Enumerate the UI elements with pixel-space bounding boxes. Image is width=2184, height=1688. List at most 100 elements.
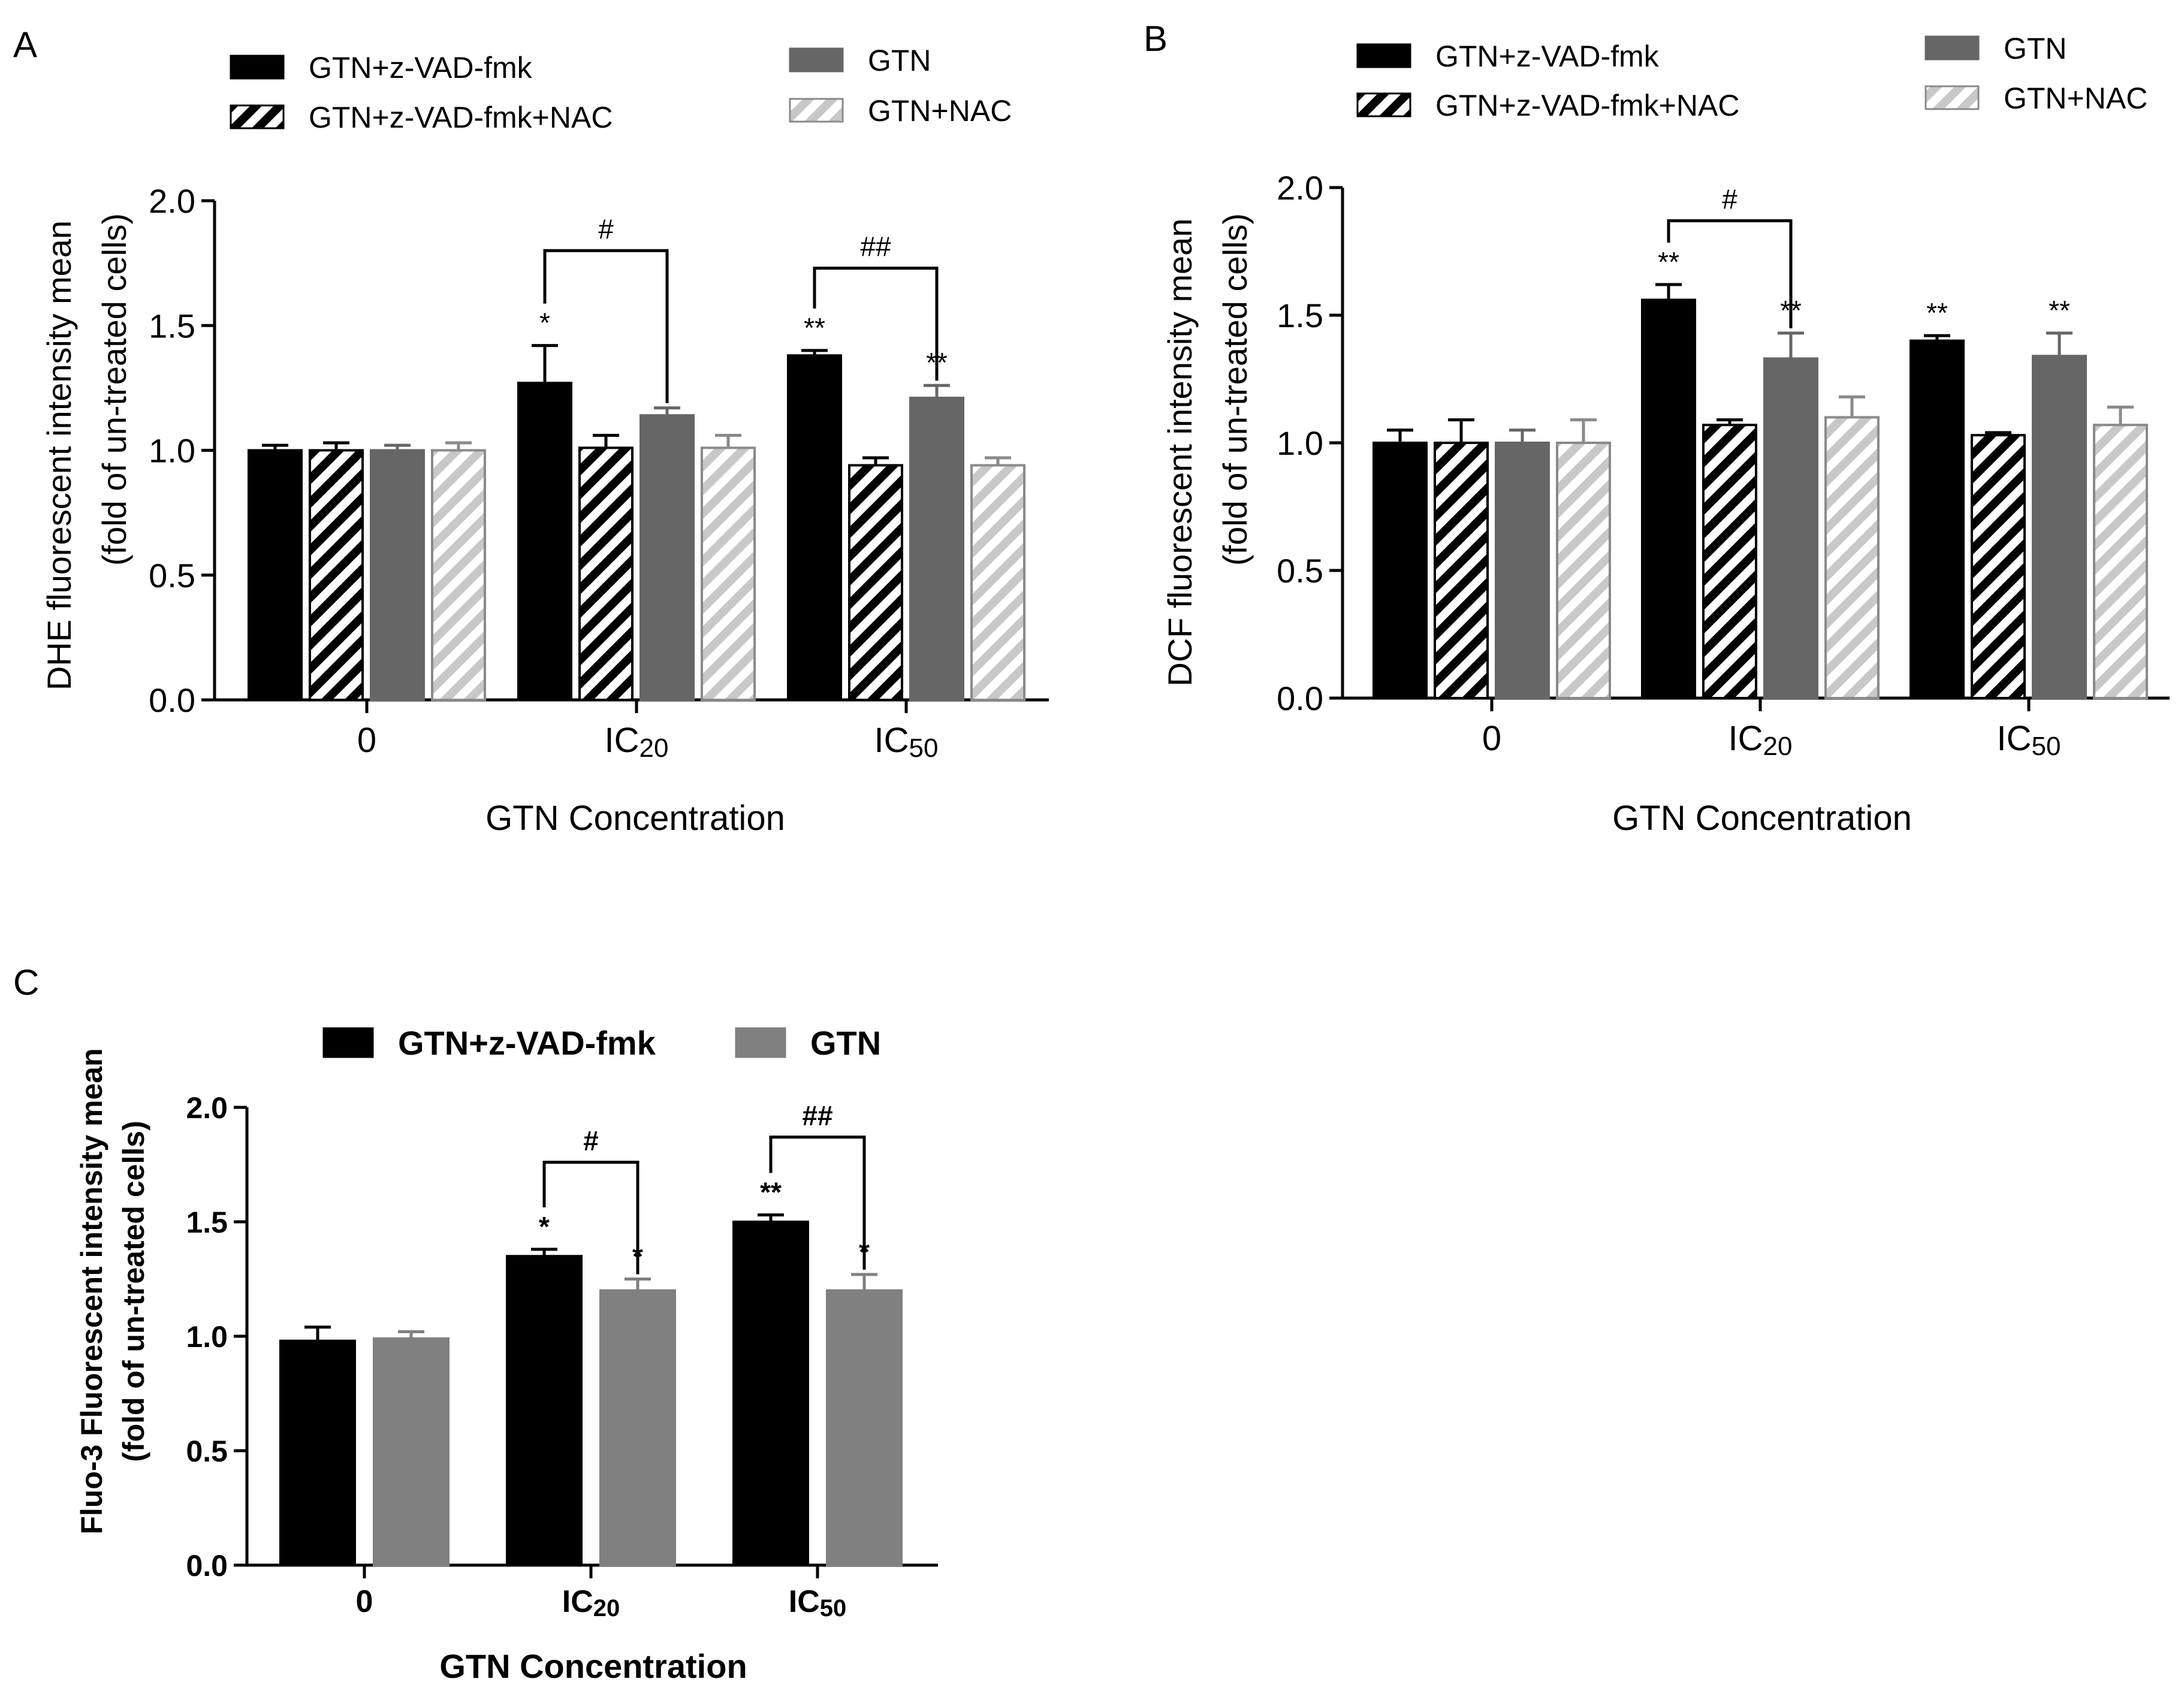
bar (732, 1221, 809, 1566)
legend-label: GTN+z-VAD-fmk+NAC (309, 101, 613, 134)
x-tick-label: 0 (356, 1584, 373, 1619)
bar (701, 446, 756, 702)
bar (248, 449, 303, 701)
bar (373, 1337, 450, 1567)
y-axis-subtitle-a: (fold of un-treated cells) (95, 213, 133, 566)
y-axis-subtitle-c: (fold of un-treated cells) (117, 1121, 150, 1461)
y-tick-label: 2.0 (1277, 169, 1323, 207)
x-axis-title-b: GTN Concentration (1612, 799, 1912, 838)
legend-label: GTN (868, 44, 931, 77)
significance-marker: ** (760, 1177, 782, 1208)
legend-label: GTN+NAC (868, 94, 1012, 128)
panel-c: C GTN+z-VAD-fmk GTN Fluo-3 Fluorescent in… (13, 962, 938, 1685)
legend-label: GTN+z-VAD-fmk (398, 1024, 656, 1062)
x-tick-label: IC20 (605, 721, 669, 763)
legend-label: GTN+z-VAD-fmk (309, 51, 533, 84)
bar (431, 449, 486, 701)
bar (1702, 424, 1757, 699)
bar (1556, 442, 1611, 699)
y-tick-label: 1.5 (186, 1206, 228, 1239)
legend-swatch (735, 1027, 786, 1058)
bar (848, 464, 903, 701)
legend-b: GTN+z-VAD-fmk GTN+z-VAD-fmk+NAC GTN GTN+NAC (1356, 32, 2147, 122)
legend-swatch (1356, 43, 1411, 68)
significance-marker: * (539, 1211, 550, 1242)
comparison-bracket (769, 1136, 866, 1270)
y-axis-title-c: Fluo-3 Fluorescent intensity mean (75, 1048, 108, 1534)
y-axis-title-b: DCF fluorescent intensity mean (1161, 218, 1199, 686)
significance-marker: ** (2049, 295, 2070, 326)
bar (370, 449, 425, 701)
legend-swatch (1356, 92, 1411, 117)
y-tick-label: 1.5 (1277, 297, 1323, 334)
legend-a: GTN+z-VAD-fmk GTN+z-VAD-fmk+NAC GTN GTN+NAC (230, 44, 1012, 134)
significance-marker: ** (1658, 246, 1679, 277)
y-tick-label: 0.5 (1277, 552, 1323, 590)
bar (1910, 339, 1965, 699)
panel-label-a: A (13, 25, 37, 65)
comparison-bracket (813, 266, 939, 381)
bar (909, 397, 964, 701)
bar (517, 382, 572, 701)
y-tick-label: 1.0 (186, 1320, 228, 1354)
y-axis-title-a: DHE fluorescent intensity mean (40, 221, 78, 690)
y-tick-label: 0.5 (186, 1435, 228, 1468)
legend-swatch (322, 1027, 374, 1058)
comparison-bracket (1667, 219, 1793, 328)
comparison-marker: # (1722, 183, 1737, 215)
bar (1495, 442, 1550, 699)
comparison-marker: # (583, 1125, 599, 1156)
y-tick-label: 2.0 (149, 182, 195, 220)
comparison-bracket (543, 249, 669, 403)
legend-label: GTN+NAC (2004, 81, 2147, 115)
panel-a: A GTN+z-VAD-fmk GTN+z-VAD-fmk+NAC GTN GTN+N… (13, 25, 1049, 838)
bar (970, 464, 1025, 701)
bar (1434, 442, 1489, 699)
legend-swatch (230, 104, 285, 129)
bar (787, 354, 842, 701)
x-tick-label: 0 (1482, 719, 1501, 758)
bar (2093, 424, 2148, 699)
x-axis-title-a: GTN Concentration (485, 799, 785, 838)
bar (639, 414, 695, 701)
plot-b: 0.00.51.01.52.00 IC20 IC50**** ** **# (1277, 169, 2170, 761)
x-tick-label: IC50 (789, 1584, 847, 1621)
comparison-marker: ## (860, 231, 891, 262)
legend-label: GTN (810, 1024, 881, 1062)
bar (578, 446, 634, 702)
legend-swatch (789, 98, 844, 123)
legend-swatch (789, 47, 844, 73)
y-axis-subtitle-b: (fold of un-treated cells) (1216, 213, 1254, 566)
x-axis-title-c: GTN Concentration (439, 1647, 747, 1685)
legend-label: GTN (2004, 32, 2067, 65)
significance-marker: ** (1926, 297, 1948, 328)
x-tick-label: 0 (357, 721, 376, 760)
y-tick-label: 1.0 (1277, 424, 1323, 462)
panel-label-c: C (13, 962, 39, 1002)
y-tick-label: 0.0 (149, 681, 195, 719)
panel-label-b: B (1144, 19, 1168, 59)
x-tick-label: IC20 (562, 1584, 620, 1621)
x-tick-label: IC50 (1997, 719, 2061, 761)
plot-c: 0.00.51.01.52.00 IC20 IC50*****### (186, 1091, 938, 1621)
panel-b: B GTN+z-VAD-fmk GTN+z-VAD-fmk+NAC GTN GTN+N… (1144, 19, 2170, 838)
bar (1763, 357, 1818, 699)
legend-label: GTN+z-VAD-fmk (1435, 40, 1660, 73)
bar (506, 1255, 583, 1567)
comparison-marker: ## (802, 1100, 832, 1131)
legend-label: GTN+z-VAD-fmk+NAC (1435, 89, 1739, 122)
significance-marker: ** (804, 312, 825, 343)
y-tick-label: 0.0 (1277, 680, 1323, 717)
bar (1641, 298, 1696, 699)
legend-c: GTN+z-VAD-fmk GTN (322, 1024, 881, 1062)
x-tick-label: IC50 (874, 721, 939, 763)
bar (2032, 355, 2087, 699)
bar (1824, 416, 1880, 700)
significance-marker: * (539, 307, 550, 339)
y-tick-label: 0.0 (186, 1549, 228, 1583)
bar (309, 449, 364, 701)
bar (1971, 434, 2026, 699)
legend-swatch (230, 55, 285, 80)
bar (826, 1289, 903, 1567)
bar (599, 1289, 676, 1567)
